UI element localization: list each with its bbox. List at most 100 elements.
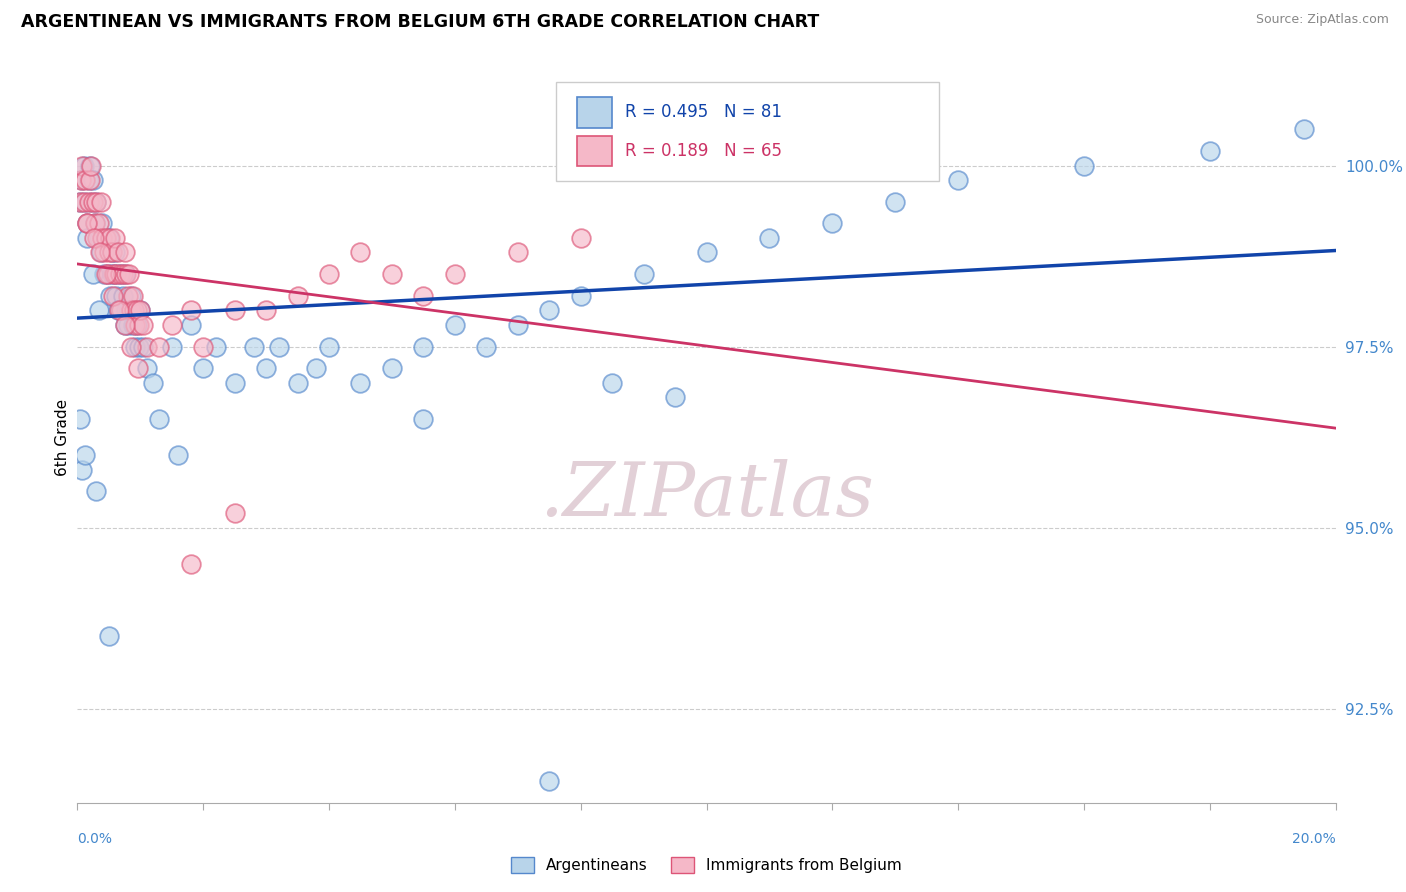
Point — [96, 267, 118, 281]
Text: R = 0.189   N = 65: R = 0.189 N = 65 — [624, 142, 782, 160]
Point — [191, 340, 215, 354]
Point — [103, 267, 125, 281]
Point — [167, 448, 190, 462]
Point — [97, 231, 120, 245]
Point — [69, 194, 91, 209]
Point — [73, 194, 96, 209]
Point — [108, 267, 131, 281]
Point — [79, 159, 101, 173]
Point — [101, 267, 124, 281]
Point — [96, 267, 118, 281]
Point — [111, 289, 134, 303]
Point — [506, 318, 529, 332]
Point — [118, 303, 141, 318]
Text: R = 0.495   N = 81: R = 0.495 N = 81 — [624, 103, 782, 121]
Point — [97, 245, 120, 260]
Point — [108, 303, 131, 318]
Point — [91, 231, 114, 245]
Point — [114, 245, 136, 260]
Point — [267, 340, 290, 354]
Point — [77, 194, 100, 209]
Point — [93, 245, 115, 260]
Point — [224, 303, 246, 318]
Y-axis label: 6th Grade: 6th Grade — [55, 399, 70, 475]
Point — [108, 303, 131, 318]
Point — [122, 303, 145, 318]
Point — [84, 484, 107, 499]
Point — [105, 267, 128, 281]
Point — [242, 340, 264, 354]
Point — [538, 774, 561, 789]
Point — [115, 303, 138, 318]
Point — [72, 159, 94, 173]
Point — [73, 448, 96, 462]
Point — [117, 318, 139, 332]
Point — [73, 173, 96, 187]
Point — [142, 376, 165, 390]
Point — [77, 173, 100, 187]
Point — [96, 267, 118, 281]
Point — [110, 303, 132, 318]
Point — [114, 318, 136, 332]
Point — [82, 173, 104, 187]
Point — [148, 412, 170, 426]
Point — [97, 629, 120, 643]
Point — [127, 318, 149, 332]
Text: 20.0%: 20.0% — [1292, 832, 1336, 846]
Point — [105, 289, 128, 303]
Point — [98, 289, 121, 303]
Point — [381, 361, 404, 376]
Point — [98, 231, 121, 245]
Point — [124, 318, 146, 332]
Text: .ZIPatlas: .ZIPatlas — [538, 459, 875, 532]
Point — [69, 412, 91, 426]
Point — [79, 173, 101, 187]
Text: ARGENTINEAN VS IMMIGRANTS FROM BELGIUM 6TH GRADE CORRELATION CHART: ARGENTINEAN VS IMMIGRANTS FROM BELGIUM 6… — [21, 13, 820, 31]
FancyBboxPatch shape — [576, 97, 612, 128]
Point — [120, 303, 142, 318]
Point — [412, 289, 434, 303]
Point — [89, 216, 111, 230]
Point — [287, 376, 309, 390]
Point — [101, 289, 124, 303]
Point — [1294, 122, 1316, 136]
Point — [117, 289, 139, 303]
Text: Source: ZipAtlas.com: Source: ZipAtlas.com — [1256, 13, 1389, 27]
Point — [72, 173, 94, 187]
Point — [381, 267, 404, 281]
Point — [349, 376, 371, 390]
Point — [83, 231, 105, 245]
Point — [118, 267, 141, 281]
Point — [569, 289, 592, 303]
Point — [84, 194, 107, 209]
Point — [318, 267, 340, 281]
Point — [80, 159, 103, 173]
Point — [412, 340, 434, 354]
Point — [84, 194, 107, 209]
Point — [94, 231, 117, 245]
Point — [633, 267, 655, 281]
Point — [89, 245, 111, 260]
Point — [121, 318, 143, 332]
Point — [107, 267, 129, 281]
Point — [69, 194, 91, 209]
Point — [664, 390, 686, 404]
Point — [254, 303, 277, 318]
Point — [120, 289, 142, 303]
Point — [569, 231, 592, 245]
Point — [506, 245, 529, 260]
Point — [305, 361, 328, 376]
Point — [93, 267, 115, 281]
Point — [180, 557, 202, 571]
Point — [89, 303, 111, 318]
Point — [115, 267, 138, 281]
Point — [76, 231, 98, 245]
Point — [82, 267, 104, 281]
Point — [124, 340, 146, 354]
Point — [90, 194, 112, 209]
Point — [696, 245, 718, 260]
FancyBboxPatch shape — [555, 82, 939, 181]
Point — [349, 245, 371, 260]
Point — [1198, 144, 1220, 158]
Point — [254, 361, 277, 376]
